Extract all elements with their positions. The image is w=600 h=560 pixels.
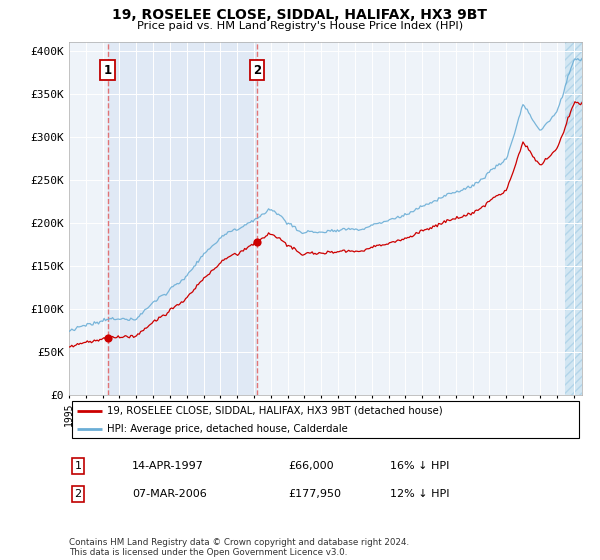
Text: 2: 2: [253, 64, 261, 77]
Point: [103, 334, 112, 343]
Text: £177,950: £177,950: [288, 489, 341, 499]
Text: £66,000: £66,000: [288, 461, 334, 471]
Text: 07-MAR-2006: 07-MAR-2006: [132, 489, 207, 499]
Text: 1: 1: [103, 64, 112, 77]
Text: Contains HM Land Registry data © Crown copyright and database right 2024.
This d: Contains HM Land Registry data © Crown c…: [69, 538, 409, 557]
Text: 2: 2: [74, 489, 82, 499]
Text: 16% ↓ HPI: 16% ↓ HPI: [390, 461, 449, 471]
Bar: [565, 42, 582, 395]
Point: [252, 237, 262, 246]
Bar: [107, 42, 257, 395]
Text: Price paid vs. HM Land Registry's House Price Index (HPI): Price paid vs. HM Land Registry's House …: [137, 21, 463, 31]
Text: HPI: Average price, detached house, Calderdale: HPI: Average price, detached house, Cald…: [107, 424, 348, 434]
Text: 19, ROSELEE CLOSE, SIDDAL, HALIFAX, HX3 9BT (detached house): 19, ROSELEE CLOSE, SIDDAL, HALIFAX, HX3 …: [107, 405, 443, 416]
Text: 19, ROSELEE CLOSE, SIDDAL, HALIFAX, HX3 9BT: 19, ROSELEE CLOSE, SIDDAL, HALIFAX, HX3 …: [113, 8, 487, 22]
Bar: [565, 42, 582, 395]
Text: 1: 1: [74, 461, 82, 471]
Text: 12% ↓ HPI: 12% ↓ HPI: [390, 489, 449, 499]
Text: 14-APR-1997: 14-APR-1997: [132, 461, 204, 471]
FancyBboxPatch shape: [71, 401, 580, 438]
